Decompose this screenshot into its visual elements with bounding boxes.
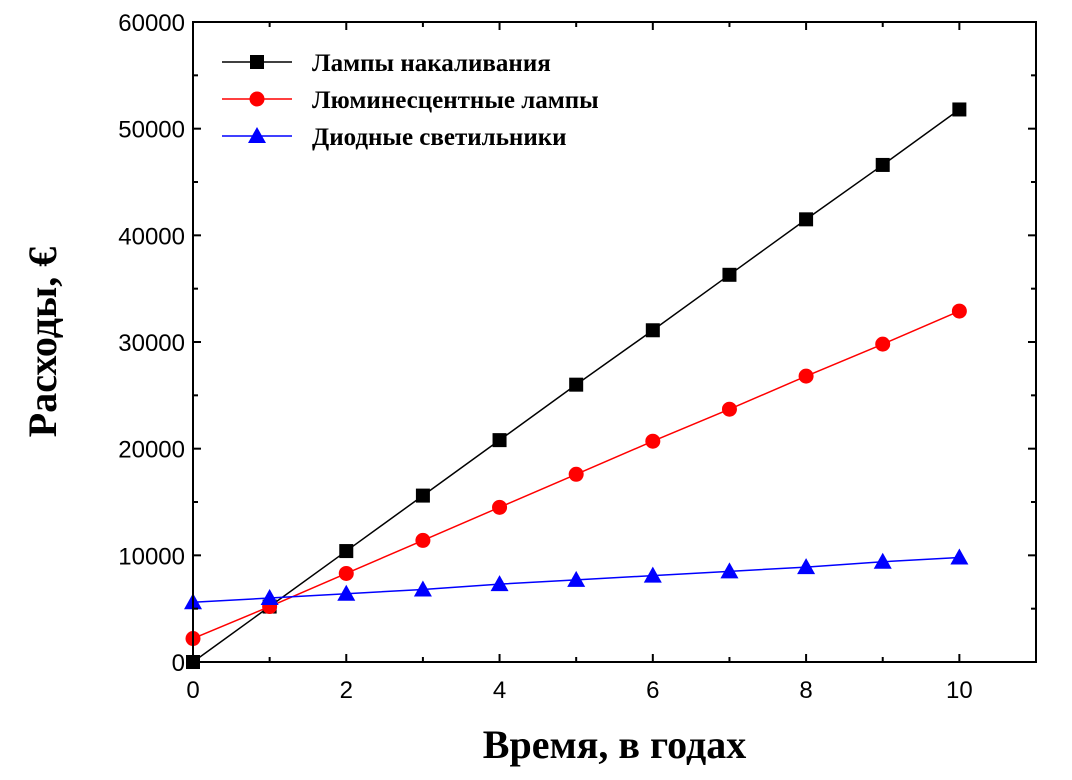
x-tick-label: 4 — [493, 677, 506, 704]
data-point — [413, 580, 432, 597]
legend-marker — [249, 91, 265, 107]
x-tick-label: 8 — [799, 677, 812, 704]
legend-entry: Диодные светильники — [222, 124, 567, 151]
data-point — [260, 589, 279, 605]
y-tick-label: 30000 — [118, 330, 185, 357]
series-square — [186, 102, 967, 669]
axis-tick-labels: 0 2 4 6 8 10 0 10000 20000 30000 40000 50000 60000 — [118, 10, 972, 704]
data-point — [951, 303, 967, 319]
data-point — [415, 532, 431, 548]
data-point — [415, 488, 430, 503]
data-point — [720, 562, 739, 579]
x-axis-title: Время, в годах — [483, 722, 746, 767]
data-point — [645, 323, 660, 338]
data-point — [492, 499, 508, 515]
x-tick-label: 10 — [946, 677, 973, 704]
data-point — [643, 566, 662, 583]
legend-entry: Лампы накаливания — [222, 50, 551, 77]
data-point — [568, 466, 584, 482]
legend-marker — [248, 127, 266, 143]
y-tick-label: 10000 — [118, 543, 185, 570]
y-tick-label: 50000 — [118, 117, 185, 144]
data-point — [567, 570, 586, 587]
axis-ticks — [192, 21, 1037, 663]
y-tick-label: 60000 — [118, 10, 185, 37]
legend: Лампы накаливания Люминесцентные лампы Дио… — [222, 50, 599, 151]
legend-label: Диодные светильники — [312, 124, 567, 151]
data-point — [569, 377, 584, 392]
series-triangle — [184, 548, 969, 610]
y-tick-label: 0 — [172, 650, 185, 677]
data-point — [797, 558, 816, 575]
x-tick-label: 2 — [340, 677, 353, 704]
data-point — [337, 584, 356, 601]
data-point — [722, 267, 737, 282]
data-point — [799, 212, 814, 227]
data-point — [873, 552, 892, 569]
data-point — [875, 157, 890, 172]
data-point — [798, 368, 814, 384]
plot-frame — [192, 21, 1037, 663]
data-point — [492, 433, 507, 448]
data-point — [645, 433, 661, 449]
legend-marker — [250, 55, 264, 69]
data-point — [952, 102, 967, 117]
data-point — [721, 401, 737, 417]
data-point — [490, 575, 509, 592]
data-point — [950, 548, 969, 565]
plot-marks — [184, 102, 969, 669]
y-tick-label: 20000 — [118, 437, 185, 464]
y-axis-title: Расходы, € — [20, 247, 65, 437]
data-point — [338, 565, 354, 581]
x-tick-label: 6 — [646, 677, 659, 704]
legend-label: Люминесцентные лампы — [312, 87, 599, 114]
series-circle — [185, 303, 967, 647]
x-tick-label: 0 — [186, 677, 199, 704]
data-point — [339, 544, 354, 559]
legend-label: Лампы накаливания — [312, 50, 551, 77]
legend-entry: Люминесцентные лампы — [222, 87, 599, 114]
data-point — [875, 336, 891, 352]
y-tick-label: 40000 — [118, 223, 185, 250]
